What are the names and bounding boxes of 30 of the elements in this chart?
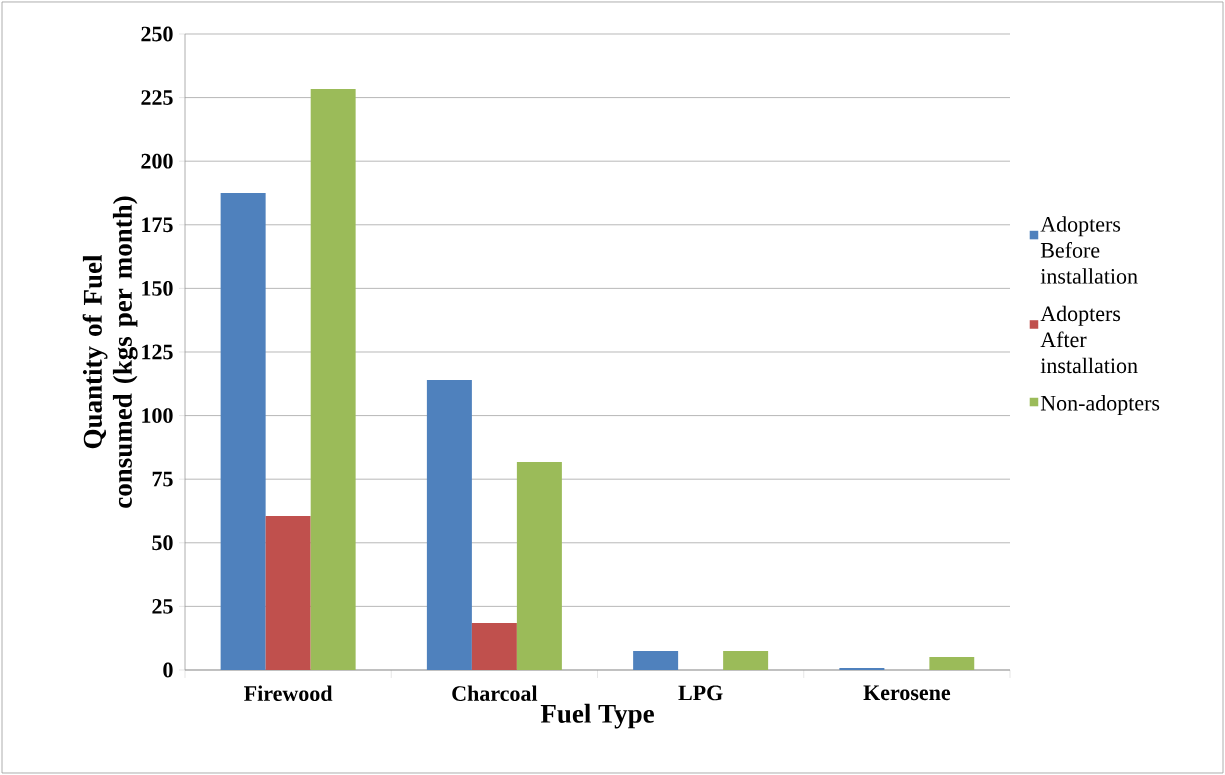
- y-axis-title: Quantity of Fuel consumed (kgs per month): [82, 196, 138, 508]
- x-axis-title: Fuel Type: [540, 703, 654, 729]
- y-tick-label: 200: [141, 153, 173, 169]
- x-tick-label: Firewood: [244, 685, 333, 701]
- y-tick-label: 150: [142, 280, 173, 296]
- bar: [471, 622, 517, 670]
- y-tick-label: 0: [163, 662, 173, 678]
- x-tick-label: Kerosene: [863, 685, 951, 701]
- y-tick-label: 225: [141, 90, 173, 105]
- x-tick-label: LPG: [678, 685, 723, 701]
- legend-label: Adopters Before installation: [1040, 216, 1138, 284]
- legend-label: Adopters After installation: [1040, 305, 1138, 374]
- bar: [516, 461, 562, 670]
- legend-label: Non-adopters: [1040, 395, 1160, 416]
- bar: [633, 650, 679, 670]
- bar: [426, 379, 472, 670]
- y-tick-label: 100: [142, 408, 173, 424]
- bar: [310, 88, 356, 670]
- y-tick-label: 175: [142, 217, 173, 233]
- bar: [723, 650, 769, 670]
- bar: [220, 192, 266, 670]
- y-tick-label: 25: [152, 598, 173, 614]
- y-tick-label: 125: [142, 344, 173, 360]
- y-tick-label: 50: [152, 535, 173, 551]
- bar: [839, 667, 885, 670]
- bar: [929, 657, 975, 670]
- bar: [265, 516, 311, 670]
- y-tick-label: 75: [152, 471, 173, 487]
- x-tick-label: Charcoal: [452, 685, 538, 701]
- y-tick-label: 250: [141, 26, 173, 42]
